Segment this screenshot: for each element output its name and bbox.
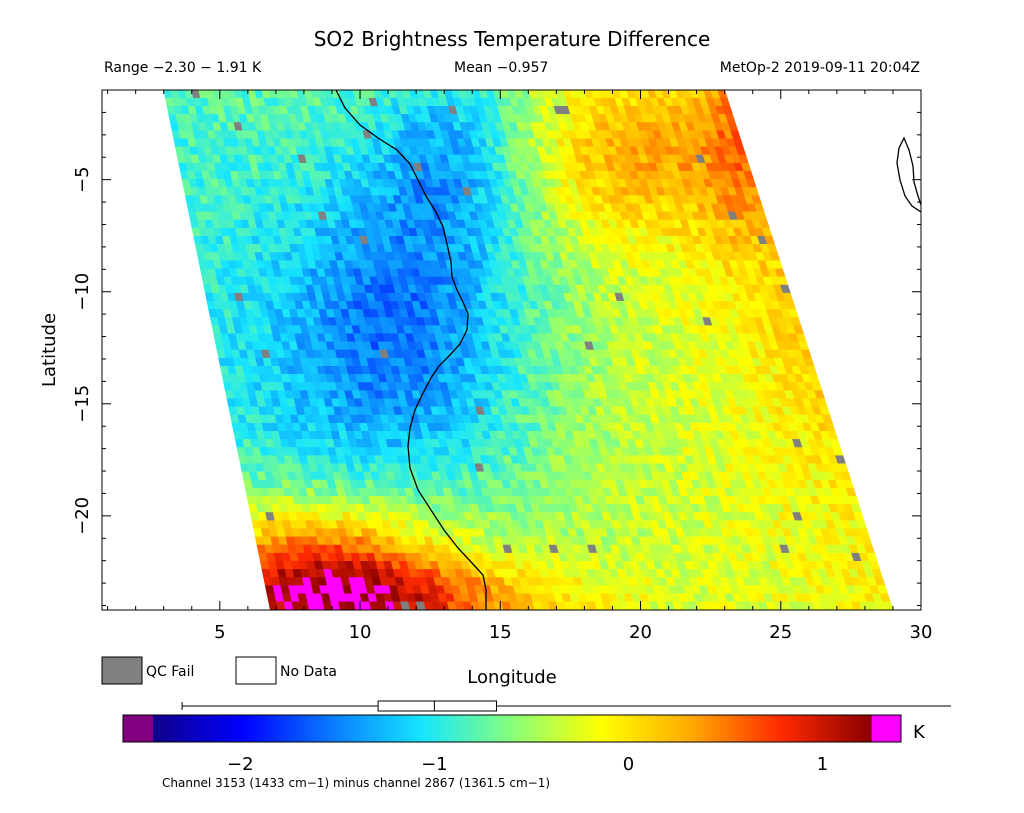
range-label: Range −2.30 − 1.91 K [104, 60, 262, 76]
source-label: MetOp-2 2019-09-11 20:04Z [720, 60, 920, 76]
chart-title: SO2 Brightness Temperature Difference [314, 27, 711, 51]
mean-label: Mean −0.957 [454, 60, 548, 76]
swath-heatmap [163, 90, 894, 610]
